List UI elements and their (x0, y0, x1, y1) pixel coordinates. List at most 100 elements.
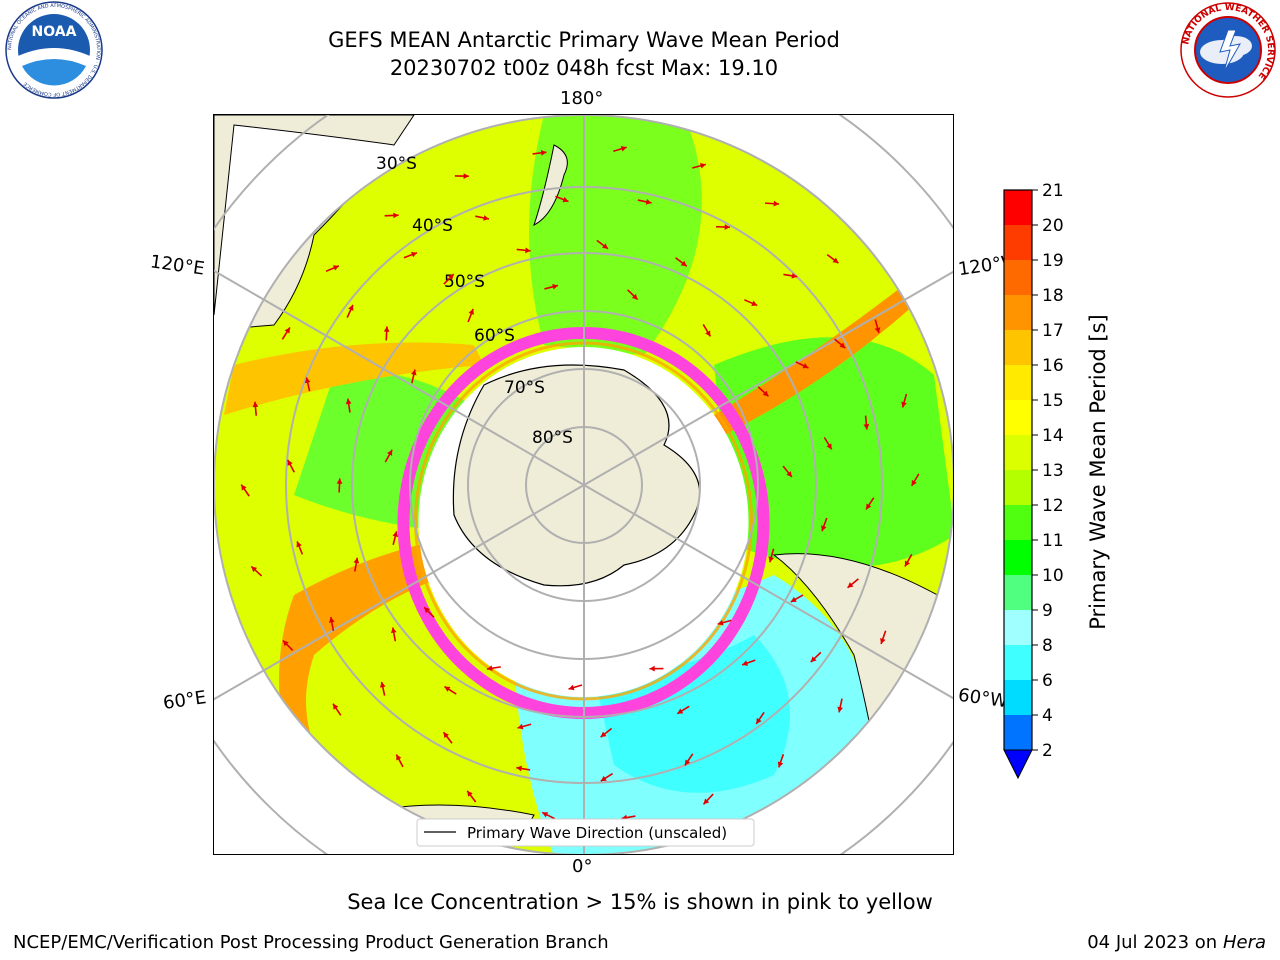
wave-arrow-head (443, 732, 449, 739)
wave-arrow-head (742, 660, 749, 666)
colorbar-label: Primary Wave Mean Period [s] (1086, 314, 1110, 630)
colorbar-segment (1004, 575, 1032, 610)
colorbar-segment (1004, 540, 1032, 575)
wave-arrow-head (542, 812, 549, 818)
wave-arrow-head (904, 560, 911, 567)
wave-arrow-head (677, 708, 684, 714)
footer-date: 04 Jul 2023 on Hera (1087, 932, 1266, 953)
wave-arrow-head (832, 257, 839, 264)
colorbar-segment (1004, 260, 1032, 295)
wave-arrow-head (284, 327, 290, 334)
wave-arrow-head (383, 326, 390, 332)
wave-arrow-head (552, 283, 558, 290)
footer-credit: NCEP/EMC/Verification Post Processing Pr… (13, 932, 609, 953)
wave-arrow-head (791, 272, 798, 279)
wave-arrow-head (282, 640, 289, 647)
colorbar-segment (1004, 330, 1032, 365)
colorbar-tick-label: 11 (1042, 531, 1064, 551)
wave-arrow-head (649, 665, 655, 672)
map-panel: 30°S 40°S 50°S 60°S 70°S 80°S Primary Wa… (213, 114, 954, 855)
wave-arrow-head (866, 503, 872, 510)
colorbar-segment (1004, 680, 1032, 715)
wave-arrow-head (387, 449, 393, 456)
wave-arrow-head (837, 706, 843, 713)
wave-arrow-head (517, 723, 524, 730)
colorbar-tick-label: 18 (1042, 286, 1064, 306)
colorbar-tick-label: 9 (1042, 601, 1053, 621)
wave-arrow-head (392, 531, 399, 538)
wave-arrow-head (332, 265, 339, 271)
wave-arrow-head (396, 754, 402, 761)
wave-arrow-head (777, 761, 784, 768)
wave-arrow-head (444, 686, 451, 692)
colorbar-tick-label: 8 (1042, 636, 1053, 656)
colorbar-tick-label: 4 (1042, 706, 1053, 726)
wave-arrow-head (568, 684, 575, 691)
wave-arrow-head (705, 330, 711, 337)
colorbar-segment (1004, 470, 1032, 505)
lon-label-60e: 60°E (161, 687, 208, 714)
wave-arrow-head (821, 525, 827, 532)
colorbar-segment (1004, 610, 1032, 645)
footer-machine: Hera (1222, 932, 1266, 953)
wave-arrow-head (287, 459, 293, 466)
noaa-logo-text: NOAA (32, 24, 77, 40)
wave-arrow-head (252, 401, 259, 408)
lon-label-120e: 120°E (148, 251, 206, 280)
wave-arrow-head (700, 162, 706, 169)
wave-arrow-head (447, 274, 454, 280)
colorbar-segment (1004, 400, 1032, 435)
wave-arrow-head (826, 443, 832, 450)
wave-arrow-head (773, 200, 780, 207)
graticule (214, 115, 953, 854)
wave-arrow-head (717, 619, 724, 626)
wave-arrow-head (602, 243, 609, 249)
colorbar-tick-label: 20 (1042, 216, 1064, 236)
lat-label-50s: 50°S (444, 272, 485, 292)
colorbar-underflow-arrow (1003, 749, 1033, 780)
colorbar-segment (1004, 365, 1032, 400)
lon-label-180: 180° (560, 88, 604, 109)
wave-arrow-head (631, 293, 638, 300)
colorbar-segment (1004, 505, 1032, 540)
colorbar: 2 4 6 8 9 10 11 12 13 14 15 16 17 18 19 20 21 (1003, 181, 1064, 780)
wave-arrow-head (463, 173, 469, 179)
wave-arrow-head (645, 199, 652, 205)
wave-arrow-head (768, 556, 774, 563)
colorbar-segment (1004, 645, 1032, 680)
wave-arrow-head (911, 479, 917, 486)
wave-period-shading (214, 115, 953, 854)
wave-arrow-head (379, 681, 386, 688)
wave-arrow-head (516, 765, 522, 772)
antarctica (452, 364, 701, 587)
wave-arrow-head (251, 566, 258, 573)
wave-arrow-head (328, 617, 335, 623)
colorbar-tick-label: 21 (1042, 181, 1064, 201)
colorbar-tick-label: 6 (1042, 671, 1053, 691)
wave-arrow-head (756, 717, 762, 724)
lat-label-60s: 60°S (474, 326, 515, 346)
wave-arrow-head (724, 224, 730, 230)
wave-arrow-head (880, 638, 886, 644)
wave-arrow-head (410, 369, 417, 376)
wave-arrow-head (802, 363, 809, 369)
wave-arrow-head (390, 627, 397, 634)
wave-arrow-head (424, 607, 430, 614)
wave-arrow-head (786, 471, 792, 478)
chart-title: GEFS MEAN Antarctic Primary Wave Mean Pe… (328, 28, 840, 52)
wave-arrow-head (348, 304, 354, 311)
wave-arrow-head (600, 775, 607, 782)
wave-arrow-head (296, 541, 302, 548)
chart-subtitle-run: 20230702 t00z 048h fcst Max: 19.10 (389, 56, 779, 80)
wave-arrow-head (810, 656, 817, 663)
lon-label-0: 0° (572, 856, 593, 877)
colorbar-tick-label: 13 (1042, 461, 1064, 481)
colorbar-tick-label: 15 (1042, 391, 1064, 411)
colorbar-segment (1004, 715, 1032, 750)
wave-arrow-head (525, 247, 531, 254)
wave-arrow-head (486, 665, 493, 672)
sea-ice-note: Sea Ice Concentration > 15% is shown in … (347, 890, 933, 914)
sea-ice-edge (397, 327, 770, 719)
wave-arrow-head (304, 377, 311, 384)
wave-direction-arrows (240, 146, 920, 821)
